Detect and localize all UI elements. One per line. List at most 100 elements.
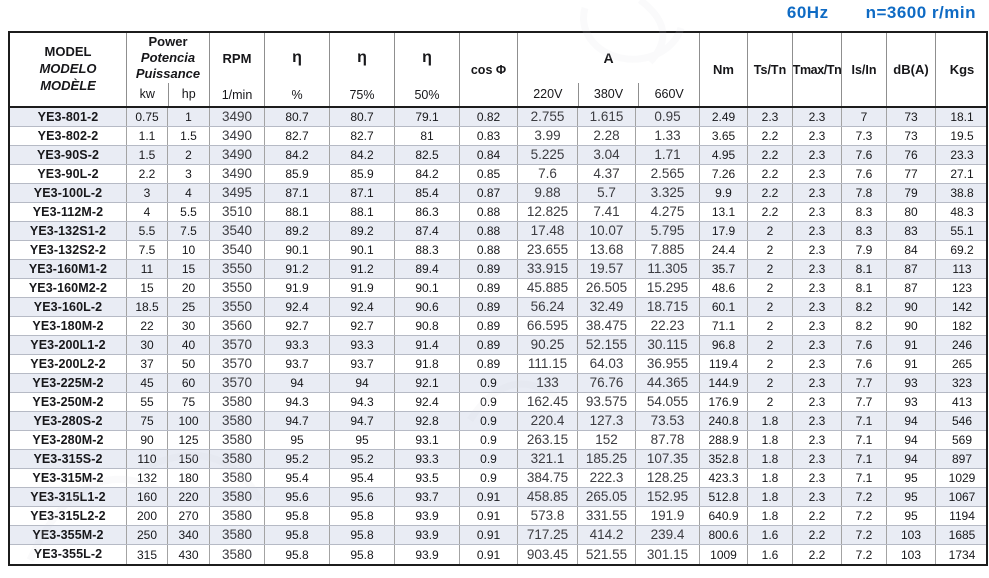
cell-db: 95 <box>887 507 936 525</box>
power-label-en: Power <box>148 33 188 49</box>
cell-a-380v: 38.475 <box>578 317 636 335</box>
cell-eta-50: 92.4 <box>395 393 460 411</box>
cell-a-220v: 3.99 <box>518 127 578 145</box>
cell-a-220v: 133 <box>518 374 578 392</box>
cell-db: 80 <box>887 203 936 221</box>
cell-eta-100: 95.8 <box>265 507 330 525</box>
rpm-unit: 1/min <box>221 87 253 102</box>
cell-model: YE3-280S-2 <box>10 412 127 430</box>
cell-a-380v: 331.55 <box>578 507 636 525</box>
cell-rpm: 3580 <box>210 431 265 449</box>
col-header-rpm: RPM 1/min <box>210 33 265 106</box>
cell-a-660v: 18.715 <box>636 298 700 316</box>
cell-eta-75: 95.8 <box>330 526 395 544</box>
cell-kw: 11 <box>127 260 168 278</box>
cell-hp: 340 <box>168 526 210 544</box>
cell-a-660v: 4.275 <box>636 203 700 221</box>
cell-a-380v: 4.37 <box>578 165 636 183</box>
cell-ts-tn: 1.8 <box>748 469 793 487</box>
table-row: YE3-200L2-2 37 50 3570 93.7 93.7 91.8 0.89 111.1… <box>10 355 986 374</box>
cell-eta-100: 95.8 <box>265 545 330 564</box>
cell-ts-tn: 2 <box>748 222 793 240</box>
cell-eta-100: 95.8 <box>265 526 330 544</box>
cell-hp: 30 <box>168 317 210 335</box>
cell-hp: 10 <box>168 241 210 259</box>
cell-db: 90 <box>887 298 936 316</box>
cell-eta-100: 91.9 <box>265 279 330 297</box>
col-header-eta-100: η % <box>265 33 330 106</box>
cell-hp: 150 <box>168 450 210 468</box>
cell-db: 90 <box>887 317 936 335</box>
cell-eta-75: 95.8 <box>330 545 395 564</box>
cell-eta-50: 93.5 <box>395 469 460 487</box>
cell-is-in: 7.3 <box>842 127 887 145</box>
table-row: YE3-200L1-2 30 40 3570 93.3 93.3 91.4 0.89 90.25… <box>10 336 986 355</box>
cell-kw: 30 <box>127 336 168 354</box>
cell-kw: 15 <box>127 279 168 297</box>
cell-eta-75: 94.7 <box>330 412 395 430</box>
cell-eta-75: 93.7 <box>330 355 395 373</box>
cell-kw: 18.5 <box>127 298 168 316</box>
cell-is-in: 7.8 <box>842 184 887 202</box>
table-row: YE3-315S-2 110 150 3580 95.2 95.2 93.3 0.9 321.1… <box>10 450 986 469</box>
cell-eta-75: 92.7 <box>330 317 395 335</box>
cell-ts-tn: 2.2 <box>748 127 793 145</box>
cell-kgs: 1734 <box>948 547 976 562</box>
cell-db: 94 <box>887 412 936 430</box>
cell-is-in: 7.6 <box>842 355 887 373</box>
cell-a-380v: 26.505 <box>578 279 636 297</box>
table-row: YE3-355M-2 250 340 3580 95.8 95.8 93.9 0.91 717.… <box>10 526 986 545</box>
cell-is-in: 7.9 <box>842 241 887 259</box>
cell-rpm: 3580 <box>210 469 265 487</box>
cell-eta-75: 93.3 <box>330 336 395 354</box>
cell-model: YE3-90L-2 <box>10 165 127 183</box>
cell-rpm: 3510 <box>210 203 265 221</box>
cell-tmax-tn: 2.3 <box>793 222 842 240</box>
cell-is-in: 8.1 <box>842 260 887 278</box>
cell-eta-50: 93.9 <box>395 526 460 544</box>
cell-eta-75: 95.8 <box>330 507 395 525</box>
cell-hp: 3 <box>168 165 210 183</box>
cell-eta-75: 84.2 <box>330 146 395 164</box>
col-header-ts-tn: Ts/Tn <box>748 33 793 106</box>
cell-cos-phi: 0.89 <box>460 355 518 373</box>
eta-symbol: η <box>292 49 302 66</box>
cos-phi-label: cos Φ <box>470 62 507 77</box>
table-row: YE3-90S-2 1.5 2 3490 84.2 84.2 82.5 0.84 5.225 3.… <box>10 146 986 165</box>
cell-cos-phi: 0.9 <box>460 412 518 430</box>
cell-model: YE3-160M2-2 <box>10 279 127 297</box>
cell-a-660v: 107.35 <box>636 450 700 468</box>
cell-a-380v: 414.2 <box>578 526 636 544</box>
cell-nm: 4.95 <box>700 146 748 164</box>
cell-kgs: 1194 <box>949 509 975 523</box>
cell-ts-tn: 1.8 <box>748 488 793 506</box>
cell-rpm: 3550 <box>210 260 265 278</box>
cell-ts-tn: 2.2 <box>748 184 793 202</box>
cell-db: 87 <box>887 260 936 278</box>
cell-ts-tn: 1.6 <box>748 545 793 564</box>
cell-eta-75: 87.1 <box>330 184 395 202</box>
rpm-label: RPM <box>222 50 252 66</box>
cell-kgs: 55.1 <box>950 224 974 238</box>
cell-kgs: 569 <box>951 433 973 447</box>
cell-kw: 2.2 <box>127 165 168 183</box>
cell-a-380v: 1.615 <box>578 108 636 126</box>
cell-hp: 25 <box>168 298 210 316</box>
cell-nm: 7.26 <box>700 165 748 183</box>
cell-a-380v: 10.07 <box>578 222 636 240</box>
cell-db: 73 <box>887 127 936 145</box>
cell-kw: 250 <box>127 526 168 544</box>
cell-rpm: 3540 <box>210 222 265 240</box>
cell-a-660v: 54.055 <box>636 393 700 411</box>
cell-hp: 20 <box>168 279 210 297</box>
cell-a-220v: 321.1 <box>518 450 578 468</box>
cell-eta-50: 89.4 <box>395 260 460 278</box>
cell-a-220v: 9.88 <box>518 184 578 202</box>
cell-a-220v: 162.45 <box>518 393 578 411</box>
cell-cos-phi: 0.88 <box>460 241 518 259</box>
table-row: YE3-225M-2 45 60 3570 94 94 92.1 0.9 133 76.76 44.… <box>10 374 986 393</box>
eta-symbol: η <box>357 49 367 66</box>
cell-kw: 110 <box>127 450 168 468</box>
cell-rpm: 3490 <box>210 165 265 183</box>
cell-hp: 4 <box>168 184 210 202</box>
